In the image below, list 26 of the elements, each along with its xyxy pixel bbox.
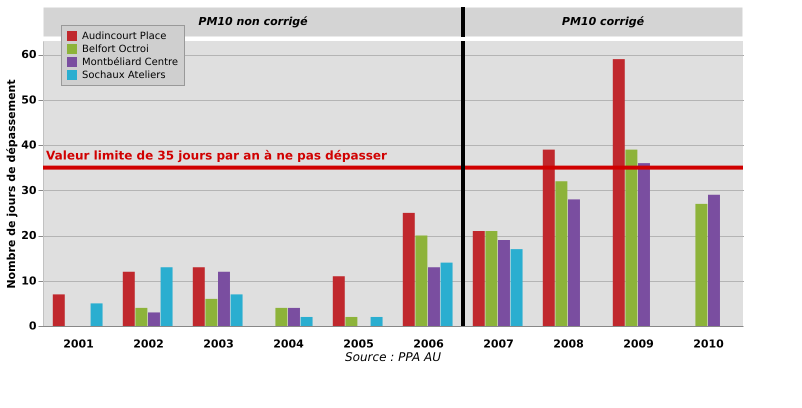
y-tick-label: 30	[21, 184, 37, 197]
y-tick-label: 60	[21, 48, 37, 62]
legend-label: Montbéliard Centre	[82, 57, 178, 68]
x-tick-label: 2008	[553, 338, 584, 350]
y-tick-label: 20	[21, 229, 37, 242]
y-tick-label: 40	[21, 138, 37, 152]
x-tick-label: 2001	[63, 338, 94, 350]
x-tick-label: 2010	[693, 338, 724, 350]
x-tick-label: 2005	[343, 338, 374, 350]
x-tick-label: 2009	[623, 338, 654, 350]
legend-label: Belfort Octroi	[82, 44, 149, 55]
legend-label: Audincourt Place	[82, 31, 166, 42]
x-tick-label: 2003	[203, 338, 234, 350]
source-note: Source : PPA AU	[344, 350, 442, 364]
x-tick-label: 2006	[413, 338, 444, 350]
band-label: PM10 corrigé	[562, 15, 645, 28]
legend-label: Sochaux Ateliers	[82, 70, 166, 81]
x-tick-label: 2002	[133, 338, 164, 350]
y-tick-label: 10	[21, 274, 37, 288]
y-axis-title: Nombre de jours de dépassement	[5, 79, 18, 289]
y-tick-label: 50	[21, 93, 37, 106]
ref-line-label: Valeur limite de 35 jours par an à ne pas dépasser	[46, 148, 388, 163]
y-tick-label: 0	[28, 320, 37, 332]
x-tick-label: 2004	[273, 338, 304, 350]
band-label: PM10 non corrigé	[198, 15, 308, 28]
x-tick-label: 2007	[483, 338, 514, 350]
